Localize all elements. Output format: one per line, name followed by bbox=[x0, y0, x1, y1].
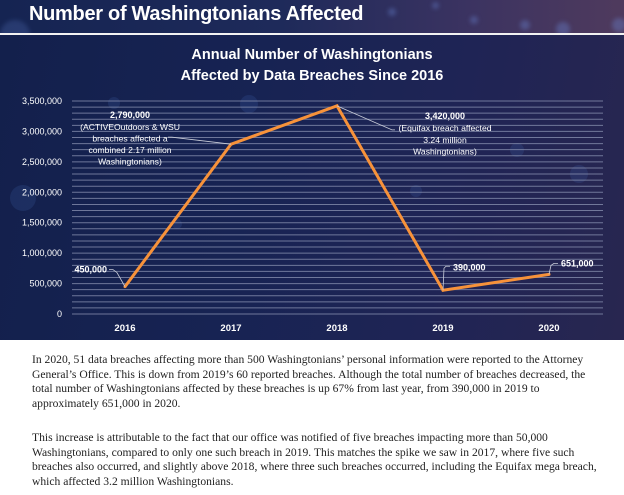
y-tick-label: 2,000,000 bbox=[22, 187, 62, 197]
x-tick-label: 2016 bbox=[114, 323, 135, 334]
decorative-glow bbox=[388, 8, 396, 16]
decorative-glow bbox=[410, 185, 422, 197]
decorative-glow bbox=[172, 219, 182, 229]
chart-title-line-2: Affected by Data Breaches Since 2016 bbox=[180, 68, 444, 84]
annotation-note: 3.24 million bbox=[423, 135, 467, 145]
annotation-note: combined 2.17 million bbox=[88, 145, 171, 155]
header-divider bbox=[0, 33, 624, 35]
annotation-label: 390,000 bbox=[453, 262, 486, 272]
annotation-note: Washingtonians) bbox=[98, 157, 162, 167]
decorative-glow bbox=[556, 22, 570, 33]
annotation-note: (ACTIVEOutdoors & WSU bbox=[80, 122, 180, 132]
annotation-leader bbox=[336, 105, 395, 131]
y-tick-label: 2,500,000 bbox=[22, 157, 62, 167]
annotation-note: Washingtonians) bbox=[413, 147, 477, 157]
decorative-glow bbox=[10, 185, 36, 211]
decorative-glow bbox=[520, 20, 530, 30]
annotation-label: 651,000 bbox=[561, 258, 594, 268]
decorative-glow bbox=[432, 2, 439, 9]
decorative-glow bbox=[0, 20, 30, 33]
annotation-leader bbox=[168, 136, 232, 145]
y-tick-label: 3,500,000 bbox=[22, 96, 62, 106]
chart-title-line-1: Annual Number of Washingtonians bbox=[191, 47, 433, 63]
x-tick-label: 2020 bbox=[538, 323, 559, 334]
x-tick-label: 2017 bbox=[220, 323, 241, 334]
y-tick-label: 3,000,000 bbox=[22, 126, 62, 136]
annotation-leader bbox=[442, 265, 450, 291]
body-paragraph-2: This increase is attributable to the fac… bbox=[32, 431, 597, 488]
decorative-glow bbox=[108, 97, 120, 109]
decorative-glow bbox=[612, 18, 624, 32]
annotation-label: 450,000 bbox=[74, 265, 107, 275]
annotation-label: 3,420,000 bbox=[425, 111, 465, 121]
y-tick-label: 1,500,000 bbox=[22, 218, 62, 228]
y-tick-label: 500,000 bbox=[29, 279, 62, 289]
annotation-leader bbox=[548, 262, 558, 275]
y-tick-label: 0 bbox=[57, 309, 62, 319]
decorative-glow bbox=[470, 16, 478, 24]
y-tick-label: 1,000,000 bbox=[22, 248, 62, 258]
annotation-leader bbox=[109, 269, 126, 287]
line-chart: 0 500,000 1,000,000 1,500,000 2,000,000 2,500… bbox=[22, 96, 603, 334]
page-header: Number of Washingtonians Affected bbox=[0, 0, 624, 33]
annotation-note: breaches affected a bbox=[92, 134, 168, 144]
x-tick-label: 2019 bbox=[432, 323, 453, 334]
annotation-note: (Equifax breach affected bbox=[399, 123, 492, 133]
body-paragraph-1: In 2020, 51 data breaches affecting more… bbox=[32, 353, 586, 410]
page-title: Number of Washingtonians Affected bbox=[29, 3, 364, 25]
decorative-glow bbox=[240, 95, 258, 113]
x-tick-label: 2018 bbox=[326, 323, 347, 334]
annotation-label: 2,790,000 bbox=[110, 110, 150, 120]
